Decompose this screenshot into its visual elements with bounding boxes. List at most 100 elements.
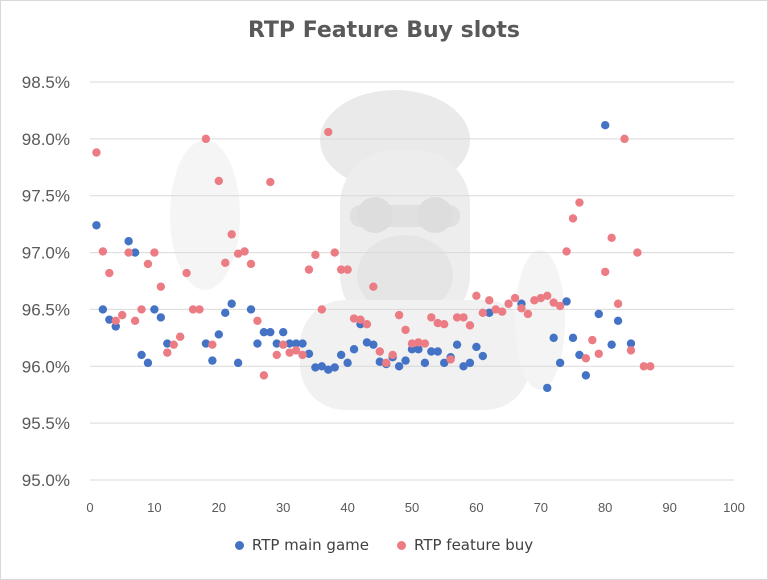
point-main-game	[137, 350, 146, 360]
point-feature-buy	[568, 214, 578, 223]
point-feature-buy	[601, 267, 610, 277]
point-main-game	[266, 327, 275, 337]
point-main-game	[549, 333, 558, 343]
point-feature-buy	[330, 248, 339, 257]
point-main-game	[472, 342, 481, 352]
point-main-game	[311, 363, 320, 372]
point-feature-buy	[562, 247, 571, 256]
point-feature-buy	[620, 134, 629, 144]
point-feature-buy	[143, 259, 153, 269]
y-tick-label: 96.5%	[22, 300, 70, 319]
point-main-game	[594, 309, 603, 319]
point-feature-buy	[369, 282, 378, 291]
point-main-game	[543, 383, 552, 393]
point-feature-buy	[304, 265, 314, 274]
point-feature-buy	[111, 316, 120, 325]
point-feature-buy	[137, 305, 146, 314]
point-feature-buy	[118, 310, 127, 320]
point-main-game	[607, 340, 616, 349]
point-feature-buy	[324, 127, 333, 137]
point-feature-buy	[581, 354, 591, 363]
point-feature-buy	[343, 265, 352, 274]
point-feature-buy	[485, 296, 494, 305]
point-feature-buy	[298, 350, 307, 360]
point-feature-buy	[98, 247, 108, 256]
x-tick-label: 100	[723, 500, 745, 515]
point-feature-buy	[375, 347, 384, 356]
point-main-game	[452, 340, 462, 349]
point-feature-buy	[279, 340, 288, 349]
point-feature-buy	[536, 293, 545, 303]
data-points	[92, 121, 655, 393]
point-feature-buy	[491, 305, 500, 314]
point-feature-buy	[633, 248, 642, 257]
point-feature-buy	[517, 304, 526, 313]
point-feature-buy	[452, 313, 462, 322]
x-tick-label: 50	[405, 500, 419, 515]
point-feature-buy	[163, 348, 172, 357]
point-main-game	[626, 339, 636, 348]
point-main-game	[420, 358, 430, 368]
point-feature-buy	[472, 291, 481, 300]
point-feature-buy	[440, 320, 449, 329]
point-feature-buy	[92, 148, 101, 157]
point-feature-buy	[188, 305, 198, 314]
legend-item-feature-buy: RTP feature buy	[396, 536, 534, 554]
x-tick-label: 10	[147, 500, 161, 515]
x-tick-label: 20	[212, 500, 226, 515]
point-main-game	[562, 297, 571, 306]
point-feature-buy	[433, 318, 442, 328]
point-main-game	[208, 356, 217, 365]
point-main-game	[375, 357, 384, 366]
legend-label-feature-buy: RTP feature buy	[413, 536, 534, 554]
point-main-game	[156, 313, 166, 322]
point-main-game	[130, 248, 140, 257]
x-axis-labels: 0 10 20 30 40 50 60 70 80 90 100	[86, 500, 744, 515]
point-feature-buy	[594, 349, 603, 358]
point-main-game	[298, 339, 307, 348]
y-tick-label: 96.0%	[22, 357, 70, 376]
point-feature-buy	[549, 298, 558, 307]
point-feature-buy	[253, 316, 262, 325]
point-main-game	[465, 358, 475, 368]
point-main-game	[279, 327, 288, 337]
point-feature-buy	[227, 230, 236, 239]
point-feature-buy	[214, 176, 223, 186]
point-feature-buy	[427, 313, 436, 322]
point-main-game	[568, 333, 578, 343]
point-main-game	[555, 358, 565, 368]
x-tick-label: 60	[469, 500, 483, 515]
point-feature-buy	[478, 308, 488, 318]
x-tick-label: 30	[276, 500, 290, 515]
point-feature-buy	[208, 340, 217, 349]
point-main-game	[485, 308, 494, 318]
point-main-game	[92, 221, 101, 230]
point-main-game	[401, 356, 410, 365]
point-feature-buy	[233, 249, 243, 258]
point-main-game	[124, 237, 133, 246]
point-main-game	[427, 347, 436, 356]
point-feature-buy	[311, 250, 320, 260]
point-feature-buy	[388, 350, 397, 360]
point-feature-buy	[240, 247, 249, 256]
legend-item-main-game: RTP main game	[234, 536, 369, 554]
point-feature-buy	[124, 248, 133, 257]
point-main-game	[343, 358, 352, 368]
point-main-game	[324, 365, 333, 374]
point-feature-buy	[543, 291, 552, 300]
legend-label-main-game: RTP main game	[251, 536, 369, 554]
point-feature-buy	[523, 309, 533, 319]
x-tick-label: 70	[534, 500, 548, 515]
point-main-game	[459, 362, 468, 371]
point-feature-buy	[362, 320, 372, 329]
point-main-game	[98, 305, 108, 314]
point-feature-buy	[291, 346, 301, 355]
point-feature-buy	[639, 362, 649, 371]
point-feature-buy	[497, 307, 507, 316]
point-feature-buy	[607, 233, 616, 242]
point-main-game	[221, 308, 230, 318]
background-watermark	[170, 90, 565, 410]
point-feature-buy	[420, 339, 430, 348]
point-feature-buy	[130, 316, 140, 325]
